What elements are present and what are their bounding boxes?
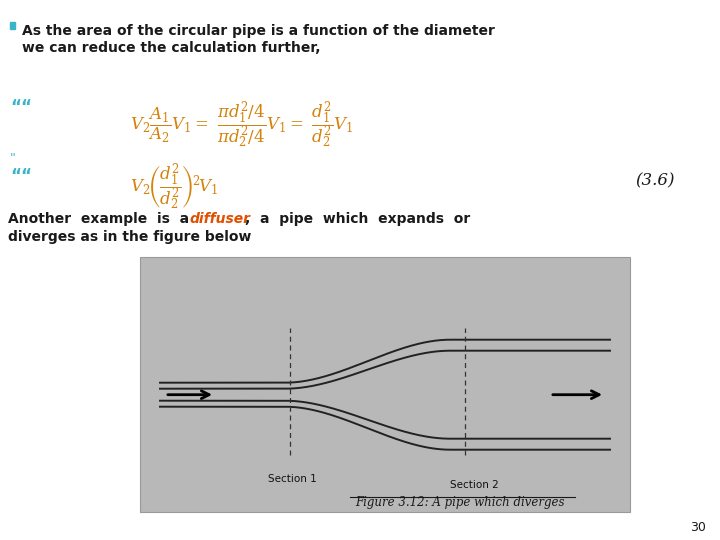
Text: ““: ““ [10, 167, 32, 185]
Text: ": " [10, 152, 16, 165]
Text: (3.6): (3.6) [635, 172, 675, 189]
Text: ,  a  pipe  which  expands  or: , a pipe which expands or [245, 212, 470, 226]
Text: we can reduce the calculation further,: we can reduce the calculation further, [22, 41, 320, 55]
Text: Section 2: Section 2 [450, 480, 499, 490]
Text: 30: 30 [690, 521, 706, 534]
Text: $\mathit{V}_{\mathit{2}}\!\left(\dfrac{\mathit{d}_{\mathit{1}}^{2}}{\mathit{d}_{: $\mathit{V}_{\mathit{2}}\!\left(\dfrac{\… [130, 162, 218, 213]
Text: diffuser: diffuser [190, 212, 251, 226]
Text: Figure 3.12: A pipe which diverges: Figure 3.12: A pipe which diverges [355, 496, 564, 509]
Bar [140, 257, 630, 512]
Text: Section 1: Section 1 [268, 474, 317, 484]
Text: ““: ““ [10, 98, 32, 116]
Text: $\mathit{V}_{\mathit{2}}\dfrac{\mathit{A}_{\mathit{1}}}{\mathit{A}_{\mathit{2}}}: $\mathit{V}_{\mathit{2}}\dfrac{\mathit{A… [130, 100, 353, 151]
Text: As the area of the circular pipe is a function of the diameter: As the area of the circular pipe is a fu… [22, 24, 495, 38]
Text: diverges as in the figure below: diverges as in the figure below [8, 230, 251, 244]
Text: Another  example  is  a: Another example is a [8, 212, 189, 226]
Bar [10, 22, 15, 29]
